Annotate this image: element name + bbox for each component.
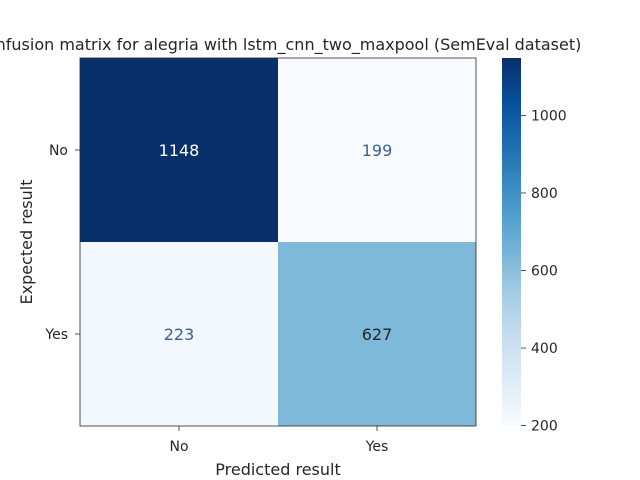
cell-value-label: 199 <box>362 141 393 160</box>
y-axis-ticks: No Yes <box>44 143 80 343</box>
matrix-cell <box>80 58 278 242</box>
y-tick-label: Yes <box>44 327 68 343</box>
colorbar-tick-label: 1000 <box>531 108 567 124</box>
x-axis-label: Predicted result <box>215 460 340 479</box>
matrix-cell <box>80 242 278 426</box>
colorbar-tick-label: 600 <box>531 264 558 280</box>
colorbar-ticks: 200 400 600 800 1000 <box>521 108 567 435</box>
cell-value-label: 627 <box>362 325 393 344</box>
cell-value-label: 1148 <box>159 141 200 160</box>
matrix-cell <box>278 58 476 242</box>
colorbar-tick-label: 400 <box>531 341 558 357</box>
y-tick-label: No <box>49 143 68 159</box>
colorbar <box>502 58 521 426</box>
matrix-cell-labels: 1148 199 223 627 <box>159 141 393 344</box>
x-tick-label: No <box>169 439 188 455</box>
matrix-cell <box>278 242 476 426</box>
x-tick-label: Yes <box>365 439 389 455</box>
matrix-cells <box>80 58 476 426</box>
colorbar-tick-label: 800 <box>531 186 558 202</box>
x-axis-ticks: No Yes <box>169 426 388 455</box>
y-axis-label: Expected result <box>17 180 36 305</box>
cell-value-label: 223 <box>164 325 195 344</box>
matrix-frame <box>79 57 477 427</box>
colorbar-tick-label: 200 <box>531 419 558 435</box>
chart-title: Confusion matrix for alegria with lstm_c… <box>0 35 581 55</box>
